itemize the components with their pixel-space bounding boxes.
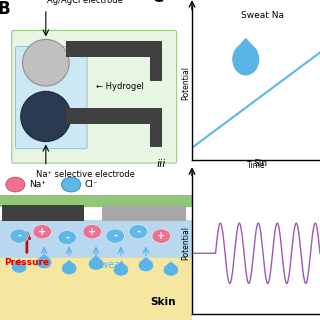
- Circle shape: [6, 177, 25, 192]
- Polygon shape: [140, 258, 152, 263]
- Text: Pressure: Pressure: [4, 258, 50, 267]
- Text: B: B: [0, 0, 10, 18]
- X-axis label: Time: Time: [247, 161, 265, 170]
- Text: +: +: [157, 231, 165, 241]
- FancyBboxPatch shape: [15, 47, 87, 149]
- Circle shape: [58, 230, 76, 244]
- Y-axis label: Potential: Potential: [182, 226, 191, 260]
- Text: i: i: [195, 0, 198, 1]
- Polygon shape: [165, 262, 177, 268]
- Text: -: -: [17, 231, 21, 241]
- Polygon shape: [235, 39, 257, 51]
- Circle shape: [106, 229, 124, 243]
- Circle shape: [12, 262, 27, 273]
- Text: Cl⁻: Cl⁻: [84, 180, 98, 189]
- Bar: [0, 257, 192, 320]
- Bar: [66, 108, 159, 124]
- Circle shape: [233, 44, 259, 75]
- Circle shape: [152, 229, 171, 243]
- Circle shape: [139, 260, 153, 271]
- Polygon shape: [90, 256, 102, 261]
- FancyBboxPatch shape: [12, 30, 177, 163]
- Circle shape: [129, 225, 148, 239]
- Bar: [102, 205, 186, 221]
- Circle shape: [61, 177, 81, 192]
- Bar: [0, 220, 192, 258]
- Circle shape: [89, 259, 103, 270]
- Circle shape: [62, 263, 76, 274]
- Bar: [66, 41, 159, 57]
- Text: +: +: [88, 227, 96, 237]
- Text: -: -: [65, 233, 69, 243]
- Polygon shape: [115, 262, 127, 268]
- Circle shape: [83, 225, 101, 239]
- Text: Skin: Skin: [150, 297, 176, 307]
- Text: Ag/AgCl electrode: Ag/AgCl electrode: [47, 0, 123, 5]
- Text: Sin: Sin: [253, 159, 268, 168]
- Text: ← Hydrogel: ← Hydrogel: [96, 82, 144, 91]
- Text: -: -: [113, 231, 117, 241]
- Polygon shape: [13, 260, 25, 264]
- Circle shape: [21, 92, 71, 141]
- Circle shape: [37, 257, 52, 268]
- Circle shape: [164, 265, 178, 276]
- Text: Na⁺ selective electrode: Na⁺ selective electrode: [36, 170, 135, 179]
- Text: +: +: [38, 227, 46, 237]
- Circle shape: [114, 265, 128, 276]
- Polygon shape: [38, 255, 50, 260]
- Text: C: C: [151, 0, 163, 6]
- Bar: [150, 108, 162, 147]
- Circle shape: [22, 39, 69, 86]
- Text: Sweat Na: Sweat Na: [241, 11, 284, 20]
- Text: Na⁺: Na⁺: [29, 180, 46, 189]
- Bar: [150, 41, 162, 81]
- Text: Sweat: Sweat: [94, 260, 124, 270]
- Text: -: -: [136, 227, 140, 237]
- Text: iii: iii: [156, 159, 165, 169]
- Circle shape: [33, 225, 52, 239]
- Y-axis label: Potential: Potential: [182, 66, 191, 100]
- Bar: [2, 205, 84, 221]
- Bar: [0, 195, 192, 207]
- Circle shape: [10, 229, 28, 243]
- Polygon shape: [63, 261, 75, 266]
